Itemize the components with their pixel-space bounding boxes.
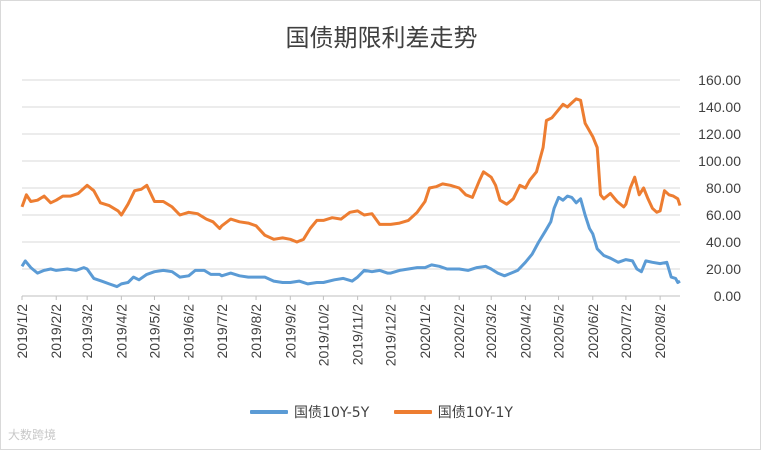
x-axis-ticks: 2019/1/2 2019/2/2 2019/3/2 2019/4/2 2019/5/2… <box>14 296 668 366</box>
x-tick-label: 2020/7/2 <box>618 304 634 359</box>
y-tick-label: 40.00 <box>706 234 741 250</box>
legend-label-10y-1y: 国债10Y-1Y <box>437 405 513 421</box>
x-tick-label: 2020/8/2 <box>652 304 668 359</box>
x-tick-label: 2020/2/2 <box>451 304 467 359</box>
y-tick-label: 140.00 <box>698 99 741 115</box>
y-tick-label: 20.00 <box>706 261 741 277</box>
x-tick-label: 2020/5/2 <box>551 304 567 359</box>
legend-swatch-10y-5y <box>250 410 289 414</box>
y-tick-label: 160.00 <box>698 72 741 88</box>
x-tick-label: 2019/6/2 <box>181 304 197 359</box>
series-10y-5y <box>20 194 681 289</box>
series-10y-1y <box>20 97 682 244</box>
x-tick-label: 2020/4/2 <box>517 304 533 359</box>
series-line-10y-1y <box>20 97 682 244</box>
legend-item-10y-1y: 国债10Y-1Y <box>393 402 513 422</box>
x-tick-label: 2019/11/2 <box>350 304 366 365</box>
x-tick-label: 2020/1/2 <box>417 304 433 359</box>
x-tick-label: 2019/3/2 <box>79 304 95 359</box>
chart-title: 国债期限利差走势 <box>285 24 478 52</box>
x-tick-label: 2019/10/2 <box>315 304 331 366</box>
legend: 国债10Y-5Y 国债10Y-1Y <box>0 402 763 422</box>
y-tick-label: 60.00 <box>706 207 741 223</box>
x-tick-label: 2019/9/2 <box>282 304 298 359</box>
legend-item-10y-5y: 国债10Y-5Y <box>250 402 369 422</box>
legend-swatch-10y-1y <box>393 410 432 414</box>
series-line-10y-5y <box>20 194 681 289</box>
x-tick-label: 2019/5/2 <box>146 304 162 359</box>
watermark-logo: 大数跨境 <box>8 428 57 442</box>
x-tick-label: 2020/3/2 <box>483 304 499 359</box>
y-tick-label: 100.00 <box>698 153 741 169</box>
y-tick-label: 0.00 <box>714 288 741 304</box>
grid-lines <box>22 79 680 297</box>
x-tick-label: 2019/8/2 <box>248 304 264 359</box>
legend-label-10y-5y: 国债10Y-5Y <box>294 405 370 421</box>
x-tick-label: 2019/1/2 <box>14 304 30 359</box>
y-axis-ticks: 0.00 20.00 40.00 60.00 80.00 100.00 120.00 140.… <box>698 72 741 304</box>
x-tick-label: 2019/7/2 <box>214 304 230 359</box>
x-tick-label: 2020/6/2 <box>585 304 601 359</box>
x-tick-label: 2019/2/2 <box>48 304 64 359</box>
x-tick-label: 2019/4/2 <box>113 304 129 359</box>
x-tick-label: 2019/12/2 <box>383 304 399 366</box>
y-tick-label: 80.00 <box>706 180 741 196</box>
y-tick-label: 120.00 <box>698 126 741 142</box>
series-lines <box>20 97 682 289</box>
